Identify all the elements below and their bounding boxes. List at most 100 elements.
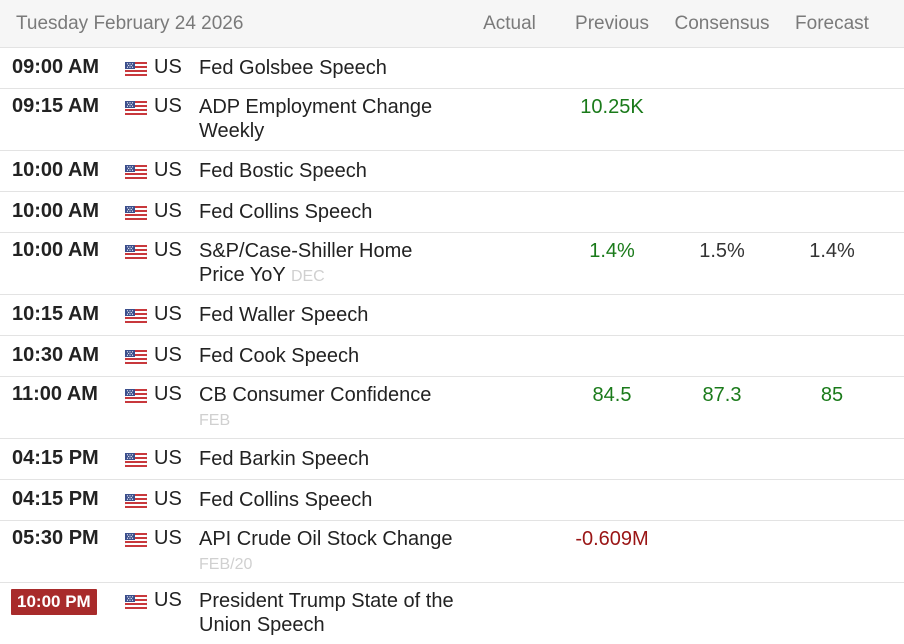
actual-value — [462, 447, 557, 479]
event-row[interactable]: 10:00 AM US Fed Collins Speech — [0, 192, 904, 233]
event-time-cell: 04:15 PM — [0, 488, 118, 520]
event-row[interactable]: 10:30 AM US Fed Cook Speech — [0, 336, 904, 377]
country-code: US — [154, 383, 182, 405]
event-country-cell: US — [118, 383, 191, 438]
previous-value — [557, 447, 667, 479]
country-code: US — [154, 159, 182, 181]
event-time: 04:15 PM — [12, 488, 99, 510]
event-name-cell[interactable]: Fed Collins Speech — [191, 200, 462, 232]
event-time: 05:30 PM — [12, 527, 99, 549]
event-country-cell: US — [118, 344, 191, 376]
previous-value: 1.4% — [589, 240, 635, 262]
forecast-value — [777, 95, 887, 150]
event-name[interactable]: Fed Collins Speech — [199, 489, 373, 511]
event-name-cell[interactable]: ADP Employment Change Weekly — [191, 95, 462, 150]
previous-value — [557, 488, 667, 520]
previous-value — [557, 56, 667, 88]
event-name-cell[interactable]: Fed Waller Speech — [191, 303, 462, 335]
event-time: 09:15 AM — [12, 95, 100, 117]
consensus-value — [667, 589, 777, 644]
us-flag-icon — [125, 389, 147, 403]
consensus-value — [667, 344, 777, 376]
actual-value — [462, 159, 557, 191]
us-flag-icon — [125, 206, 147, 220]
consensus-value: 87.3 — [702, 384, 742, 406]
column-header-consensus[interactable]: Consensus — [674, 12, 770, 34]
event-name[interactable]: Fed Cook Speech — [199, 345, 360, 367]
event-name-cell[interactable]: Fed Cook Speech — [191, 344, 462, 376]
event-name-cell[interactable]: API Crude Oil Stock Change FEB/20 — [191, 527, 462, 582]
consensus-value — [667, 200, 777, 232]
event-row[interactable]: 09:15 AM US ADP Employment Change Weekly… — [0, 89, 904, 151]
us-flag-icon — [125, 309, 147, 323]
event-time-cell: 10:15 AM — [0, 303, 118, 335]
column-header-previous[interactable]: Previous — [575, 12, 649, 34]
country-code: US — [154, 488, 182, 510]
actual-value — [462, 589, 557, 644]
forecast-value — [777, 344, 887, 376]
event-row[interactable]: 05:30 PM US API Crude Oil Stock Change F… — [0, 521, 904, 583]
event-name-cell[interactable]: Fed Barkin Speech — [191, 447, 462, 479]
forecast-value — [777, 527, 887, 582]
actual-value — [462, 303, 557, 335]
event-name-cell[interactable]: Fed Golsbee Speech — [191, 56, 462, 88]
consensus-value — [667, 527, 777, 582]
event-time: 04:15 PM — [12, 447, 99, 469]
event-time-cell: 10:00 AM — [0, 239, 118, 294]
event-row[interactable]: 04:15 PM US Fed Barkin Speech — [0, 439, 904, 480]
event-name-cell[interactable]: CB Consumer Confidence FEB — [191, 383, 462, 438]
forecast-value: 1.4% — [809, 240, 855, 262]
country-code: US — [154, 527, 182, 549]
event-row[interactable]: 10:00 PM US President Trump State of the… — [0, 583, 904, 644]
event-time-cell: 10:00 AM — [0, 159, 118, 191]
event-row[interactable]: 10:15 AM US Fed Waller Speech — [0, 295, 904, 336]
us-flag-icon — [125, 595, 147, 609]
event-name[interactable]: ADP Employment Change Weekly — [199, 96, 433, 142]
event-name[interactable]: CB Consumer Confidence — [199, 384, 432, 406]
event-name-cell[interactable]: Fed Bostic Speech — [191, 159, 462, 191]
previous-value — [557, 344, 667, 376]
event-name-cell[interactable]: S&P/Case-Shiller Home Price YoY DEC — [191, 239, 462, 294]
country-code: US — [154, 56, 182, 78]
event-name[interactable]: Fed Barkin Speech — [199, 448, 370, 470]
event-country-cell: US — [118, 527, 191, 582]
previous-value: 84.5 — [592, 384, 632, 406]
event-time: 10:00 AM — [12, 200, 100, 222]
forecast-value — [777, 159, 887, 191]
event-name[interactable]: Fed Collins Speech — [199, 201, 373, 223]
event-time: 09:00 AM — [12, 56, 100, 78]
event-time-cell: 10:00 PM — [0, 589, 118, 644]
column-header-actual[interactable]: Actual — [483, 12, 536, 34]
us-flag-icon — [125, 494, 147, 508]
event-name[interactable]: President Trump State of the Union Speec… — [199, 590, 454, 636]
event-row[interactable]: 11:00 AM US CB Consumer Confidence FEB 8… — [0, 377, 904, 439]
event-time-highlighted: 10:00 PM — [11, 589, 97, 615]
event-name[interactable]: Fed Golsbee Speech — [199, 57, 387, 79]
previous-value — [557, 159, 667, 191]
event-time: 10:00 AM — [12, 159, 100, 181]
event-name[interactable]: API Crude Oil Stock Change — [199, 528, 453, 550]
event-row[interactable]: 10:00 AM US Fed Bostic Speech — [0, 151, 904, 192]
event-name-cell[interactable]: Fed Collins Speech — [191, 488, 462, 520]
date-heading: Tuesday February 24 2026 — [16, 12, 244, 34]
event-name[interactable]: Fed Bostic Speech — [199, 160, 367, 182]
event-name-cell[interactable]: President Trump State of the Union Speec… — [191, 589, 462, 644]
event-time-cell: 09:15 AM — [0, 95, 118, 150]
forecast-value — [777, 589, 887, 644]
previous-value — [557, 200, 667, 232]
consensus-value — [667, 95, 777, 150]
consensus-value — [667, 159, 777, 191]
event-name[interactable]: Fed Waller Speech — [199, 304, 369, 326]
forecast-value — [777, 56, 887, 88]
event-country-cell: US — [118, 159, 191, 191]
event-country-cell: US — [118, 56, 191, 88]
column-header-forecast[interactable]: Forecast — [795, 12, 869, 34]
event-row[interactable]: 09:00 AM US Fed Golsbee Speech — [0, 48, 904, 89]
previous-value: 10.25K — [580, 96, 644, 118]
event-row[interactable]: 04:15 PM US Fed Collins Speech — [0, 480, 904, 521]
country-code: US — [154, 239, 182, 261]
event-name[interactable]: S&P/Case-Shiller Home Price YoY — [199, 240, 413, 286]
event-time: 11:00 AM — [12, 383, 98, 405]
event-row[interactable]: 10:00 AM US S&P/Case-Shiller Home Price … — [0, 233, 904, 295]
